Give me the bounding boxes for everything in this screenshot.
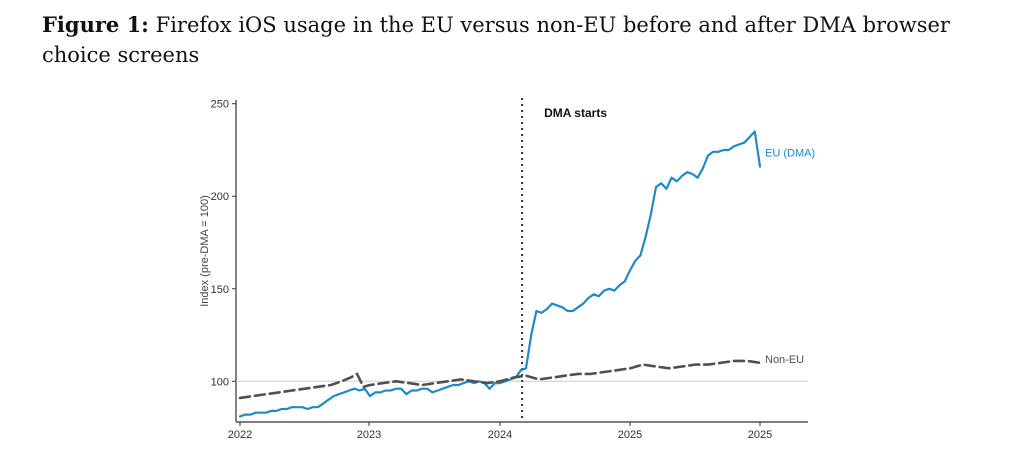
- x-tick-label: 2025: [748, 429, 772, 441]
- figure-label: Figure 1:: [42, 12, 149, 37]
- y-tick-label: 150: [211, 284, 229, 296]
- y-tick-label: 250: [211, 99, 229, 111]
- series-group: EU (DMA) Non-EU: [238, 130, 815, 418]
- x-tick-label: 2025: [618, 429, 642, 441]
- series-line-eu: [238, 130, 762, 418]
- y-axis-title: Index (pre-DMA = 100): [199, 195, 211, 307]
- series-label-eu: EU (DMA): [765, 148, 815, 160]
- chart-axes: 100 150 200 250 2022 2023 2024 2025 2025: [211, 99, 808, 441]
- y-tick-label: 200: [211, 191, 229, 203]
- x-tick-label: 2022: [228, 429, 252, 441]
- figure-caption-text: Firefox iOS usage in the EU versus non-E…: [42, 13, 950, 67]
- series-label-non-eu: Non-EU: [765, 354, 804, 366]
- dma-start-label: DMA starts: [544, 106, 607, 120]
- annotation-group: DMA starts: [521, 98, 607, 422]
- y-tick-label: 100: [211, 376, 229, 388]
- series-line-non-eu: [238, 359, 762, 400]
- x-tick-label: 2024: [488, 429, 512, 441]
- figure-caption: Figure 1: Firefox iOS usage in the EU ve…: [42, 10, 1002, 70]
- x-tick-label: 2023: [357, 429, 381, 441]
